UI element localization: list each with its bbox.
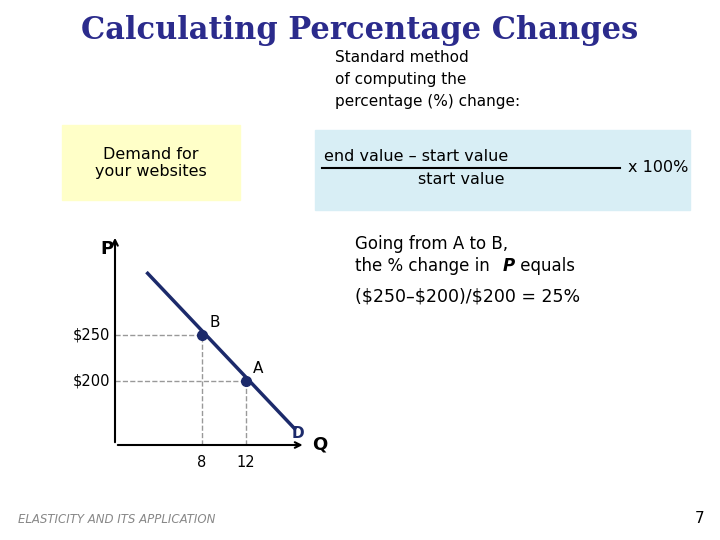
Text: Q: Q: [312, 436, 328, 454]
Text: Going from A to B,: Going from A to B,: [355, 235, 508, 253]
Text: P: P: [503, 257, 515, 275]
Text: 7: 7: [694, 511, 704, 526]
Text: x 100%: x 100%: [628, 159, 688, 174]
FancyBboxPatch shape: [62, 125, 240, 200]
Text: Demand for
your websites: Demand for your websites: [95, 147, 207, 179]
Text: Calculating Percentage Changes: Calculating Percentage Changes: [81, 15, 639, 46]
Text: start value: start value: [418, 172, 504, 187]
Text: B: B: [209, 315, 220, 330]
Text: D: D: [292, 426, 304, 441]
Text: P: P: [100, 240, 114, 258]
Text: 8: 8: [197, 455, 207, 470]
Text: the % change in: the % change in: [355, 257, 495, 275]
FancyBboxPatch shape: [315, 130, 690, 210]
Text: $200: $200: [73, 374, 110, 389]
Text: ($250–$200)/$200 = 25%: ($250–$200)/$200 = 25%: [355, 288, 580, 306]
Text: end value – start value: end value – start value: [324, 149, 508, 164]
Text: ELASTICITY AND ITS APPLICATION: ELASTICITY AND ITS APPLICATION: [18, 513, 215, 526]
Text: 12: 12: [236, 455, 255, 470]
Text: Standard method
of computing the
percentage (%) change:: Standard method of computing the percent…: [335, 50, 520, 110]
Text: A: A: [253, 361, 263, 376]
Text: equals: equals: [515, 257, 575, 275]
Text: $250: $250: [73, 328, 110, 343]
